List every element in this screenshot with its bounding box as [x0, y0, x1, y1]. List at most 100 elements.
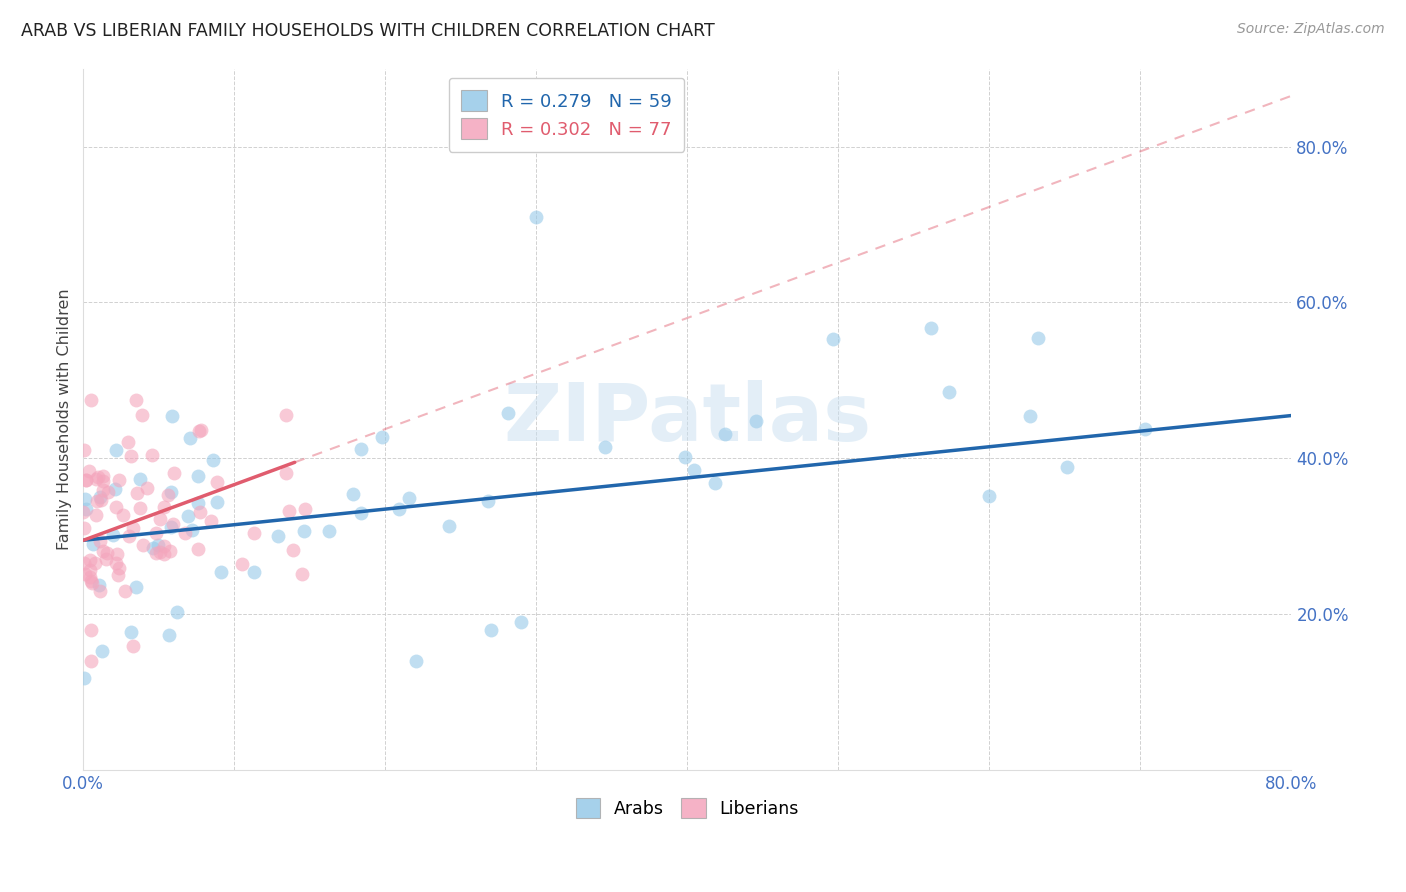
Legend: Arabs, Liberians: Arabs, Liberians [569, 791, 806, 825]
Point [274, 467, 297, 481]
Point [145, 546, 167, 560]
Point [157, 627, 180, 641]
Point [75, 492, 97, 507]
Point [120, 625, 142, 640]
Point [90, 493, 112, 508]
Point [86, 470, 108, 484]
Point [75, 566, 97, 581]
Text: ARAB VS LIBERIAN FAMILY HOUSEHOLDS WITH CHILDREN CORRELATION CHART: ARAB VS LIBERIAN FAMILY HOUSEHOLDS WITH … [21, 22, 714, 40]
Point [187, 469, 209, 483]
Point [162, 517, 184, 532]
Point [114, 584, 136, 599]
Point [977, 489, 1000, 503]
Point [75, 473, 97, 487]
Point [205, 494, 228, 508]
Point [703, 475, 725, 490]
Point [200, 514, 222, 528]
Point [79, 574, 101, 588]
Point [188, 505, 211, 519]
Point [107, 568, 129, 582]
Point [1018, 409, 1040, 424]
Point [91, 644, 114, 658]
Point [84, 508, 107, 523]
Point [243, 526, 266, 541]
Point [1056, 460, 1078, 475]
Point [73, 671, 96, 685]
Point [93, 483, 115, 498]
Point [209, 565, 232, 579]
Point [291, 567, 314, 582]
Point [125, 392, 148, 407]
Point [371, 430, 394, 444]
Point [97, 485, 120, 500]
Point [682, 463, 704, 477]
Point [187, 496, 209, 510]
Point [1135, 422, 1157, 436]
Point [75, 473, 97, 487]
Point [318, 524, 340, 538]
Point [122, 639, 145, 653]
Text: Source: ZipAtlas.com: Source: ZipAtlas.com [1237, 22, 1385, 37]
Point [91, 474, 114, 488]
Point [125, 485, 148, 500]
Point [79, 464, 101, 478]
Point [714, 426, 737, 441]
Point [80, 392, 103, 407]
Point [510, 615, 533, 630]
Point [153, 500, 176, 514]
Point [93, 468, 115, 483]
Text: ZIPatlas: ZIPatlas [503, 380, 872, 458]
Point [105, 548, 128, 562]
Point [179, 431, 201, 445]
Point [156, 488, 179, 502]
Point [405, 654, 427, 668]
Point [79, 563, 101, 577]
Point [388, 502, 411, 516]
Point [479, 623, 502, 637]
Point [80, 575, 103, 590]
Point [177, 508, 200, 523]
Point [72, 505, 94, 519]
Point [920, 321, 942, 335]
Point [79, 570, 101, 584]
Point [160, 520, 183, 534]
Point [276, 408, 298, 422]
Point [136, 481, 159, 495]
Point [73, 520, 96, 534]
Y-axis label: Family Households with Children: Family Households with Children [58, 289, 72, 550]
Point [153, 548, 176, 562]
Point [86, 494, 108, 508]
Point [145, 525, 167, 540]
Point [124, 580, 146, 594]
Point [231, 558, 253, 572]
Point [91, 543, 114, 558]
Point [821, 332, 844, 346]
Point [84, 472, 107, 486]
Point [94, 551, 117, 566]
Point [104, 500, 127, 514]
Point [350, 506, 373, 520]
Point [142, 541, 165, 556]
Point [160, 409, 183, 424]
Point [1026, 331, 1049, 345]
Point [83, 556, 105, 570]
Point [294, 502, 316, 516]
Point [121, 520, 143, 534]
Point [153, 539, 176, 553]
Point [89, 490, 111, 504]
Point [938, 385, 960, 400]
Point [82, 536, 104, 550]
Point [524, 210, 547, 224]
Point [108, 561, 131, 575]
Point [128, 471, 150, 485]
Point [342, 487, 364, 501]
Point [398, 491, 420, 505]
Point [745, 414, 768, 428]
Point [188, 424, 211, 438]
Point [593, 440, 616, 454]
Point [73, 443, 96, 458]
Point [160, 485, 183, 500]
Point [181, 523, 204, 537]
Point [132, 538, 155, 552]
Point [118, 528, 141, 542]
